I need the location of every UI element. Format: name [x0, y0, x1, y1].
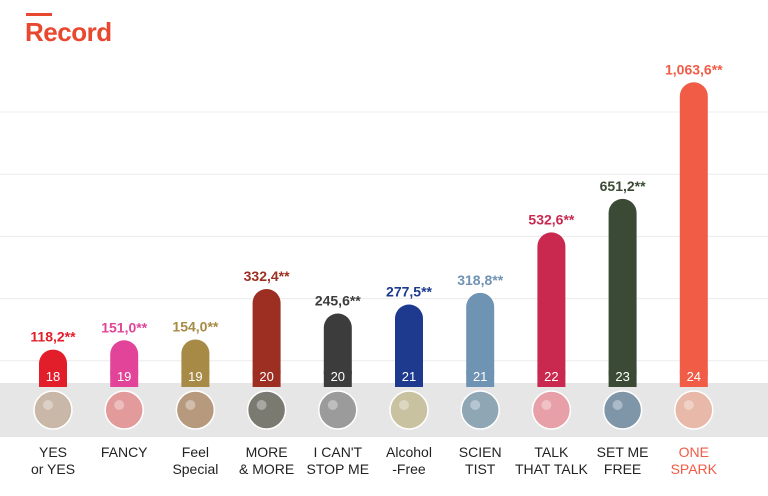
bar: [323, 313, 352, 387]
category-label: I CAN'T: [314, 444, 363, 460]
album-cover-highlight: [541, 400, 552, 410]
bar-number-label: 20: [259, 369, 273, 384]
bar: [679, 82, 708, 388]
category-label: TALK: [534, 444, 569, 460]
bar-base: [537, 371, 566, 387]
category-label: Feel: [182, 444, 209, 460]
value-label: 318,8**: [457, 272, 503, 288]
album-cover-set-me-free: [602, 390, 643, 430]
value-label: 118,2**: [30, 329, 76, 345]
bar-base: [252, 371, 281, 387]
category-label: Special: [172, 461, 218, 477]
bar-base: [323, 371, 352, 387]
bar-number-label: 22: [544, 369, 558, 384]
bar-number-label: 23: [615, 369, 629, 384]
category-label: ONE: [679, 444, 709, 460]
album-cover-highlight: [683, 400, 694, 410]
value-label: 151,0**: [101, 319, 147, 335]
value-label: 277,5**: [386, 284, 432, 300]
bar-base: [110, 371, 139, 387]
value-label: 532,6**: [528, 211, 574, 227]
album-cover-highlight: [256, 400, 267, 410]
value-label: 1,063,6**: [665, 61, 723, 77]
bar-number-label: 21: [473, 369, 487, 384]
bar: [537, 232, 566, 387]
album-cover-highlight: [470, 400, 481, 410]
album-cover-yes-or-yes: [33, 390, 73, 430]
bar-base: [608, 371, 637, 387]
bar-number-label: 24: [687, 369, 701, 384]
value-label: 651,2**: [600, 178, 646, 194]
chart-title: Record: [25, 17, 112, 47]
album-cover-highlight: [327, 400, 338, 410]
bar-base: [39, 371, 67, 387]
album-cover-highlight: [612, 400, 623, 410]
value-label: 245,6**: [315, 293, 361, 309]
album-cover-i-cant-stop-me: [318, 390, 358, 430]
category-label: FREE: [604, 461, 641, 477]
category-label: FANCY: [101, 444, 148, 460]
bar: [608, 198, 637, 387]
album-cover-feel-special: [175, 390, 216, 430]
category-label: SCIEN: [459, 444, 502, 460]
bar-number-label: 19: [188, 369, 202, 384]
category-label: Alcohol: [386, 444, 432, 460]
album-cover-alcohol-free: [389, 390, 429, 430]
bar-number-label: 18: [46, 369, 60, 384]
bar-number-label: 20: [331, 369, 345, 384]
category-label: or YES: [31, 461, 75, 477]
bar-base: [395, 371, 423, 387]
category-label: SPARK: [671, 461, 718, 477]
album-cover-fancy: [104, 390, 144, 430]
bar: [252, 289, 281, 387]
category-label: -Free: [392, 461, 426, 477]
album-cover-scientist: [460, 390, 500, 430]
bar-base: [679, 371, 708, 387]
album-cover-highlight: [43, 400, 53, 410]
bar: [395, 304, 423, 387]
category-label: SET ME: [597, 444, 649, 460]
value-label: 154,0**: [172, 318, 218, 334]
album-cover-more-and-more: [246, 390, 287, 430]
title-accent-bar: [26, 13, 52, 16]
album-cover-highlight: [185, 400, 196, 410]
bar-base: [181, 371, 210, 387]
category-label: & MORE: [239, 461, 294, 477]
album-cover-talk-that-talk: [531, 390, 572, 430]
bar-number-label: 19: [117, 369, 131, 384]
album-cover-highlight: [399, 400, 409, 410]
bar: [466, 292, 495, 387]
album-cover-highlight: [114, 400, 125, 410]
category-label: MORE: [246, 444, 288, 460]
album-cover-one-spark: [674, 390, 714, 430]
value-label: 332,4**: [244, 268, 290, 284]
category-label: YES: [39, 444, 67, 460]
category-label: STOP ME: [307, 461, 370, 477]
category-label: TIST: [465, 461, 496, 477]
bar-number-label: 21: [402, 369, 416, 384]
bar-base: [466, 371, 495, 387]
category-label: THAT TALK: [515, 461, 589, 477]
